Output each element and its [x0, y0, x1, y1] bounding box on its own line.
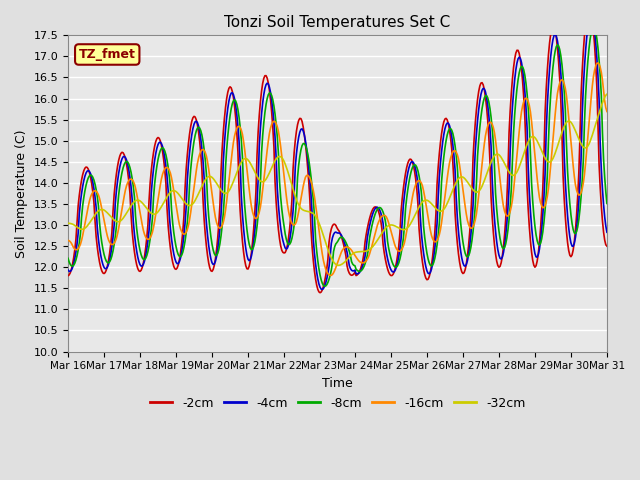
- Line: -16cm: -16cm: [68, 63, 607, 276]
- -16cm: [603, 108, 611, 114]
- Line: -4cm: -4cm: [68, 16, 607, 289]
- -32cm: [232, 173, 239, 179]
- X-axis label: Time: Time: [322, 377, 353, 390]
- Legend: -2cm, -4cm, -8cm, -16cm, -32cm: -2cm, -4cm, -8cm, -16cm, -32cm: [145, 392, 531, 415]
- -4cm: [588, 13, 595, 19]
- Line: -2cm: -2cm: [68, 7, 607, 293]
- -8cm: [603, 201, 611, 206]
- -8cm: [291, 213, 299, 218]
- -2cm: [461, 267, 469, 273]
- -32cm: [393, 224, 401, 229]
- -32cm: [461, 176, 469, 182]
- -4cm: [319, 287, 326, 292]
- -8cm: [367, 229, 374, 235]
- -2cm: [291, 137, 299, 143]
- Y-axis label: Soil Temperature (C): Soil Temperature (C): [15, 129, 28, 258]
- -16cm: [291, 221, 299, 227]
- -16cm: [461, 204, 469, 209]
- -32cm: [555, 140, 563, 146]
- -2cm: [555, 59, 563, 64]
- -8cm: [555, 43, 563, 48]
- -8cm: [321, 283, 328, 289]
- -8cm: [64, 255, 72, 261]
- -4cm: [367, 218, 374, 224]
- -8cm: [461, 251, 469, 256]
- -2cm: [367, 212, 374, 217]
- -16cm: [393, 246, 401, 252]
- -4cm: [555, 46, 563, 51]
- -2cm: [232, 115, 239, 120]
- -2cm: [585, 4, 593, 10]
- -16cm: [326, 273, 334, 278]
- -8cm: [393, 264, 401, 270]
- -4cm: [291, 164, 299, 170]
- -4cm: [64, 267, 72, 273]
- -8cm: [589, 24, 597, 30]
- Line: -32cm: -32cm: [68, 94, 607, 265]
- -16cm: [555, 84, 563, 90]
- -2cm: [64, 273, 72, 278]
- -4cm: [232, 102, 239, 108]
- -2cm: [316, 290, 324, 296]
- -16cm: [367, 248, 374, 253]
- -8cm: [232, 98, 239, 104]
- -4cm: [393, 264, 401, 270]
- -32cm: [334, 263, 342, 268]
- -4cm: [461, 264, 469, 269]
- Title: Tonzi Soil Temperatures Set C: Tonzi Soil Temperatures Set C: [225, 15, 451, 30]
- -2cm: [603, 243, 611, 249]
- Line: -8cm: -8cm: [68, 27, 607, 286]
- -32cm: [291, 193, 299, 199]
- -16cm: [232, 129, 239, 134]
- -2cm: [393, 259, 401, 265]
- Text: TZ_fmet: TZ_fmet: [79, 48, 136, 61]
- -32cm: [367, 246, 374, 252]
- -16cm: [64, 238, 72, 243]
- -32cm: [603, 91, 611, 97]
- -4cm: [603, 229, 611, 235]
- -16cm: [594, 60, 602, 66]
- -32cm: [64, 220, 72, 226]
